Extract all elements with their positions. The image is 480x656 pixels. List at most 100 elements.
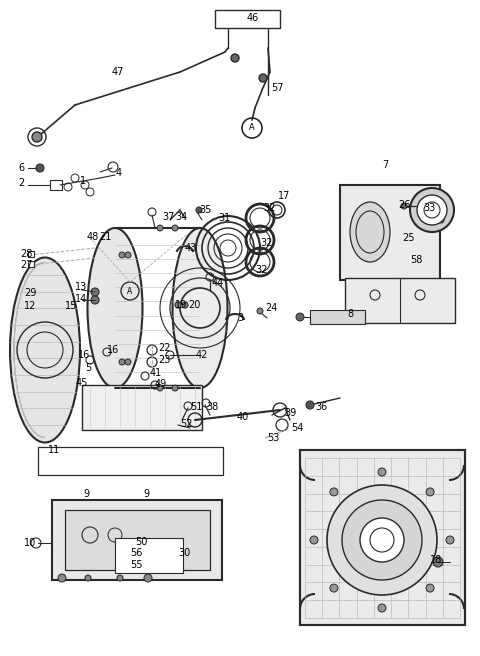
Text: 48: 48: [87, 232, 99, 242]
Circle shape: [157, 225, 163, 231]
Circle shape: [259, 74, 267, 82]
Circle shape: [182, 302, 188, 308]
Text: 50: 50: [135, 537, 147, 547]
Ellipse shape: [172, 228, 228, 388]
Text: 3: 3: [237, 313, 243, 323]
Text: 23: 23: [158, 355, 170, 365]
Text: 49: 49: [155, 379, 167, 389]
Text: 15: 15: [65, 301, 77, 311]
Circle shape: [330, 488, 338, 496]
Circle shape: [433, 557, 443, 567]
Text: 32: 32: [260, 238, 272, 248]
Circle shape: [378, 604, 386, 612]
Circle shape: [378, 468, 386, 476]
Circle shape: [32, 132, 42, 142]
Circle shape: [85, 575, 91, 581]
Circle shape: [172, 385, 178, 391]
Text: 33: 33: [423, 203, 435, 213]
Text: 44: 44: [212, 278, 224, 288]
Circle shape: [296, 313, 304, 321]
Text: 57: 57: [271, 83, 284, 93]
Bar: [28, 261, 34, 267]
Text: 34: 34: [175, 212, 187, 222]
Text: 16: 16: [107, 345, 119, 355]
Bar: [52, 500, 222, 580]
Text: 13: 13: [75, 282, 87, 292]
Text: 18: 18: [430, 555, 442, 565]
Text: 40: 40: [237, 412, 249, 422]
Ellipse shape: [350, 202, 390, 262]
Circle shape: [426, 488, 434, 496]
Text: 7: 7: [382, 160, 388, 170]
Circle shape: [172, 225, 178, 231]
Text: 46: 46: [247, 13, 259, 23]
Circle shape: [36, 164, 44, 172]
Ellipse shape: [87, 228, 143, 388]
Text: 25: 25: [402, 233, 415, 243]
Circle shape: [231, 54, 239, 62]
Text: 9: 9: [83, 489, 89, 499]
Text: A: A: [127, 287, 132, 295]
Text: 10: 10: [24, 538, 36, 548]
Circle shape: [438, 217, 444, 223]
Text: 47: 47: [112, 67, 124, 77]
Text: 32: 32: [255, 265, 267, 275]
Text: 37: 37: [162, 212, 174, 222]
Bar: [65, 510, 210, 570]
Text: 1: 1: [80, 176, 86, 186]
Bar: [340, 185, 440, 280]
Text: 39: 39: [284, 408, 296, 418]
Bar: [28, 251, 34, 257]
Text: 9: 9: [143, 489, 149, 499]
Text: 27: 27: [20, 260, 33, 270]
Text: 11: 11: [48, 445, 60, 455]
Bar: [115, 538, 183, 573]
Circle shape: [327, 485, 437, 595]
Circle shape: [119, 252, 125, 258]
Text: 12: 12: [24, 301, 36, 311]
Bar: [82, 385, 202, 430]
Ellipse shape: [10, 258, 80, 443]
Text: 19: 19: [175, 300, 187, 310]
Text: 35: 35: [199, 205, 211, 215]
Text: 36: 36: [315, 402, 327, 412]
Circle shape: [306, 401, 314, 409]
Text: 55: 55: [130, 560, 143, 570]
Text: 16: 16: [78, 350, 90, 360]
Text: 51: 51: [190, 402, 203, 412]
Text: 6: 6: [18, 163, 24, 173]
Text: 58: 58: [410, 255, 422, 265]
Text: 42: 42: [196, 350, 208, 360]
Text: 30: 30: [178, 548, 190, 558]
Circle shape: [417, 195, 447, 225]
Text: 26: 26: [398, 200, 410, 210]
Text: 2: 2: [18, 178, 24, 188]
Circle shape: [125, 252, 131, 258]
Text: 32: 32: [263, 203, 276, 213]
Circle shape: [426, 584, 434, 592]
Bar: [50, 180, 62, 190]
Text: 17: 17: [278, 191, 290, 201]
Circle shape: [401, 203, 407, 209]
Text: 29: 29: [24, 288, 36, 298]
Circle shape: [117, 575, 123, 581]
Circle shape: [257, 308, 263, 314]
Circle shape: [175, 302, 181, 308]
Circle shape: [410, 188, 454, 232]
Bar: [300, 450, 465, 625]
Bar: [310, 310, 365, 324]
Circle shape: [144, 574, 152, 582]
Circle shape: [58, 574, 66, 582]
Text: 52: 52: [180, 419, 192, 429]
Text: 43: 43: [185, 243, 197, 253]
Circle shape: [330, 584, 338, 592]
Text: 5: 5: [85, 363, 91, 373]
Circle shape: [91, 288, 99, 296]
Circle shape: [119, 359, 125, 365]
Text: 56: 56: [130, 548, 143, 558]
Bar: [345, 278, 455, 323]
Circle shape: [342, 500, 422, 580]
Bar: [38, 447, 223, 475]
Text: 24: 24: [265, 303, 277, 313]
Circle shape: [157, 385, 163, 391]
